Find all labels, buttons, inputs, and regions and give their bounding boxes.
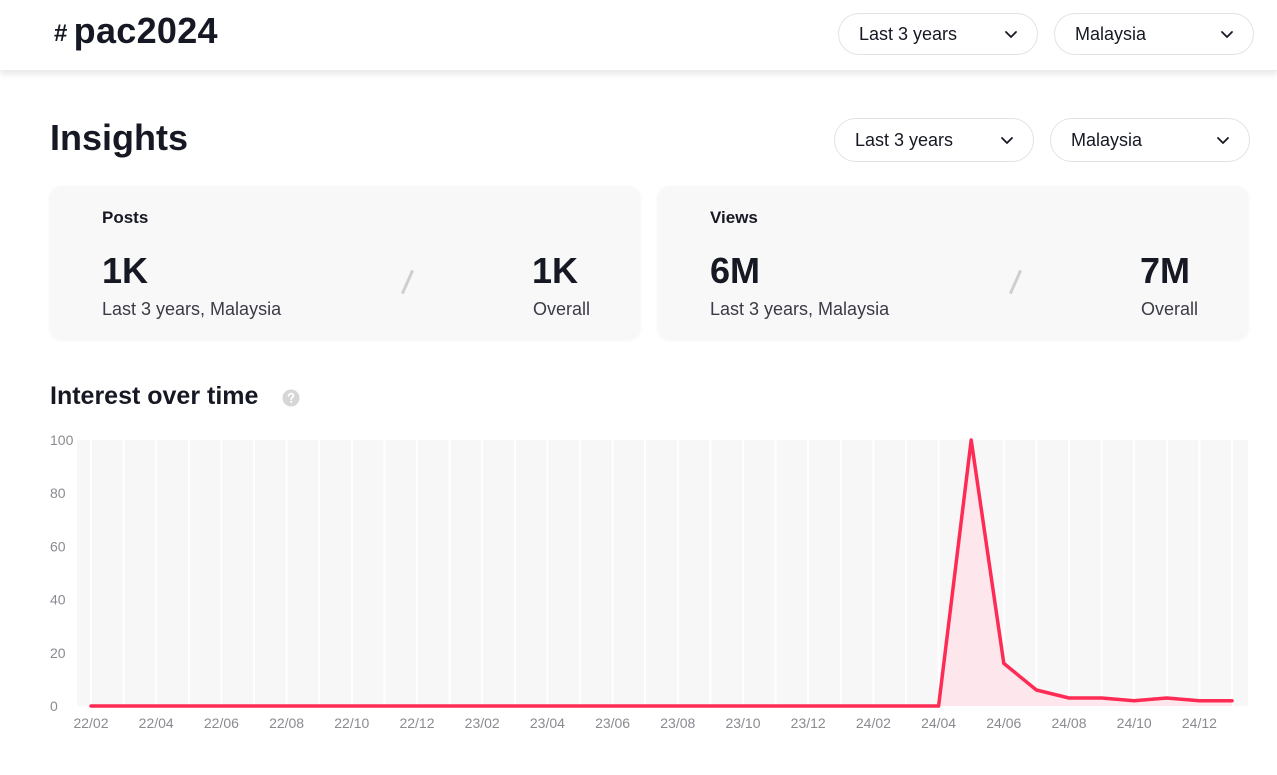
insights-title: Insights: [50, 117, 189, 158]
data-point: [677, 705, 679, 707]
data-point: [872, 705, 875, 707]
x-tick-label: 22/08: [269, 715, 304, 731]
posts-period-caption: Last 3 years, Malaysia: [102, 299, 282, 319]
chevron-down-icon: [1001, 137, 1013, 144]
data-point: [351, 705, 353, 707]
y-tick-label: 40: [50, 592, 66, 608]
data-point: [774, 705, 777, 707]
views-period-value: 6M: [710, 250, 761, 291]
interest-line: [89, 438, 1234, 708]
posts-card: Posts 1K Last 3 years, Malaysia 1K Overa…: [50, 186, 640, 339]
y-tick-label: 0: [50, 698, 58, 714]
y-tick-label: 100: [50, 432, 74, 448]
data-point: [1198, 699, 1201, 702]
x-axis-ticks: 22/02 22/04 22/06 22/08 22/10 22/12 23/02 23/04…: [73, 715, 1217, 731]
x-tick-label: 24/08: [1051, 715, 1086, 731]
x-tick-label: 24/04: [921, 715, 956, 731]
data-point: [188, 705, 190, 707]
posts-label: Posts: [102, 208, 149, 227]
x-tick-label: 22/04: [139, 715, 174, 731]
data-point: [318, 705, 321, 707]
data-point: [546, 705, 549, 707]
header-period-value: Last 3 years: [859, 23, 958, 44]
data-point: [220, 705, 223, 707]
views-label: Views: [710, 208, 758, 227]
hash-symbol: #: [54, 20, 68, 47]
data-point: [1166, 697, 1168, 699]
data-point: [383, 705, 386, 707]
x-tick-label: 23/12: [791, 715, 826, 731]
insights-period-value: Last 3 years: [855, 129, 954, 150]
y-tick-label: 20: [50, 645, 66, 661]
data-point: [253, 705, 255, 707]
divider-slash: [1008, 269, 1023, 295]
data-points: [90, 439, 1233, 707]
x-tick-label: 23/02: [465, 715, 500, 731]
x-tick-label: 22/12: [399, 715, 434, 731]
header-period-dropdown[interactable]: Last 3 years: [838, 13, 1038, 55]
top-bar: # pac2024 Last 3 years Malaysia: [0, 0, 1277, 71]
data-point: [742, 705, 744, 707]
x-tick-label: 24/10: [1117, 715, 1152, 731]
plot-background: [77, 440, 1248, 706]
interest-over-time-title: Interest over time: [50, 382, 259, 410]
x-tick-label: 22/06: [204, 715, 239, 731]
question-circle-icon[interactable]: [282, 389, 300, 407]
chevron-down-icon: [1221, 31, 1233, 38]
y-tick-label: 80: [50, 485, 66, 501]
data-point: [90, 705, 92, 707]
hashtag-title: # pac2024: [54, 10, 218, 52]
data-point: [579, 705, 581, 707]
data-point: [155, 705, 157, 707]
posts-overall-caption: Overall: [533, 299, 591, 319]
x-tick-label: 23/08: [660, 715, 695, 731]
data-point: [1231, 699, 1233, 702]
posts-period-value: 1K: [102, 250, 149, 291]
data-point: [122, 705, 125, 707]
data-point: [644, 705, 646, 707]
y-tick-label: 60: [50, 538, 66, 554]
data-point: [285, 705, 288, 707]
chevron-down-icon: [1005, 31, 1017, 38]
x-tick-label: 24/12: [1182, 715, 1217, 731]
y-axis-ticks: 0 20 40 60 80 100: [50, 432, 74, 714]
data-point: [1035, 689, 1038, 691]
data-point: [807, 705, 809, 707]
data-point: [709, 705, 712, 707]
x-tick-label: 24/06: [986, 715, 1021, 731]
data-point: [514, 705, 516, 707]
insights-region-dropdown[interactable]: Malaysia: [1050, 118, 1250, 162]
header-region-dropdown[interactable]: Malaysia: [1054, 13, 1254, 55]
data-point: [416, 705, 418, 707]
x-tick-label: 23/04: [530, 715, 565, 731]
data-point: [481, 705, 484, 707]
data-point: [905, 705, 907, 707]
x-tick-label: 23/06: [595, 715, 630, 731]
views-overall-value: 7M: [1140, 250, 1191, 291]
data-point: [448, 705, 451, 707]
insights-region-value: Malaysia: [1071, 129, 1143, 150]
data-point: [970, 439, 972, 441]
posts-overall-value: 1K: [532, 250, 579, 291]
x-tick-label: 22/02: [73, 715, 108, 731]
x-tick-label: 22/10: [334, 715, 369, 731]
hashtag-name: pac2024: [73, 10, 218, 51]
views-overall-caption: Overall: [1141, 299, 1199, 319]
data-point: [840, 705, 842, 707]
data-point: [1133, 699, 1135, 702]
header-region-value: Malaysia: [1075, 23, 1147, 44]
data-point: [1003, 662, 1005, 665]
data-point: [1068, 697, 1070, 699]
data-point: [611, 705, 614, 707]
views-card: Views 6M Last 3 years, Malaysia 7M Overa…: [658, 186, 1248, 339]
insights-period-dropdown[interactable]: Last 3 years: [834, 118, 1034, 162]
views-period-caption: Last 3 years, Malaysia: [710, 299, 890, 319]
divider-slash: [400, 269, 415, 295]
x-tick-label: 24/02: [856, 715, 891, 731]
x-tick-label: 23/10: [725, 715, 760, 731]
data-point: [937, 705, 940, 707]
data-point: [1100, 697, 1103, 699]
chevron-down-icon: [1217, 137, 1229, 144]
